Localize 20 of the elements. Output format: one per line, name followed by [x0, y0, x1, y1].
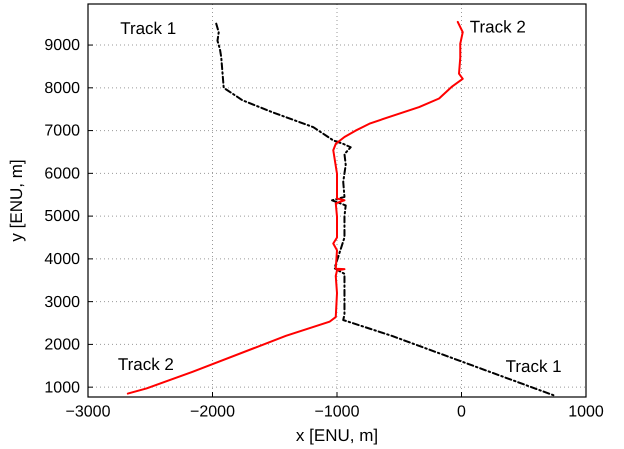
x-tick-label: −1000	[314, 403, 360, 420]
y-tick-label: 6000	[44, 165, 80, 182]
x-tick-label: −3000	[66, 403, 111, 420]
series-label: Track 1	[506, 356, 562, 376]
x-axis-title: x [ENU, m]	[296, 426, 378, 445]
y-tick-label: 2000	[44, 336, 80, 354]
y-tick-label: 7000	[44, 122, 80, 140]
y-axis-title: y [ENU, m]	[7, 159, 26, 242]
y-tick-label: 3000	[44, 294, 80, 311]
y-tick-label: 4000	[44, 250, 80, 268]
text: Track 2	[470, 17, 526, 36]
y-tick-label: 1000	[44, 379, 80, 396]
x-tick-label: 0	[457, 403, 466, 420]
x-tick-label: 1000	[568, 403, 604, 420]
y-tick-label: 9000	[44, 37, 80, 54]
text: Track 1	[120, 19, 176, 38]
y-tick-label: 8000	[44, 80, 80, 97]
series-label: Track 2	[118, 355, 174, 374]
y-tick-label: 5000	[44, 208, 80, 226]
x-tick-label: −2000	[190, 403, 236, 420]
